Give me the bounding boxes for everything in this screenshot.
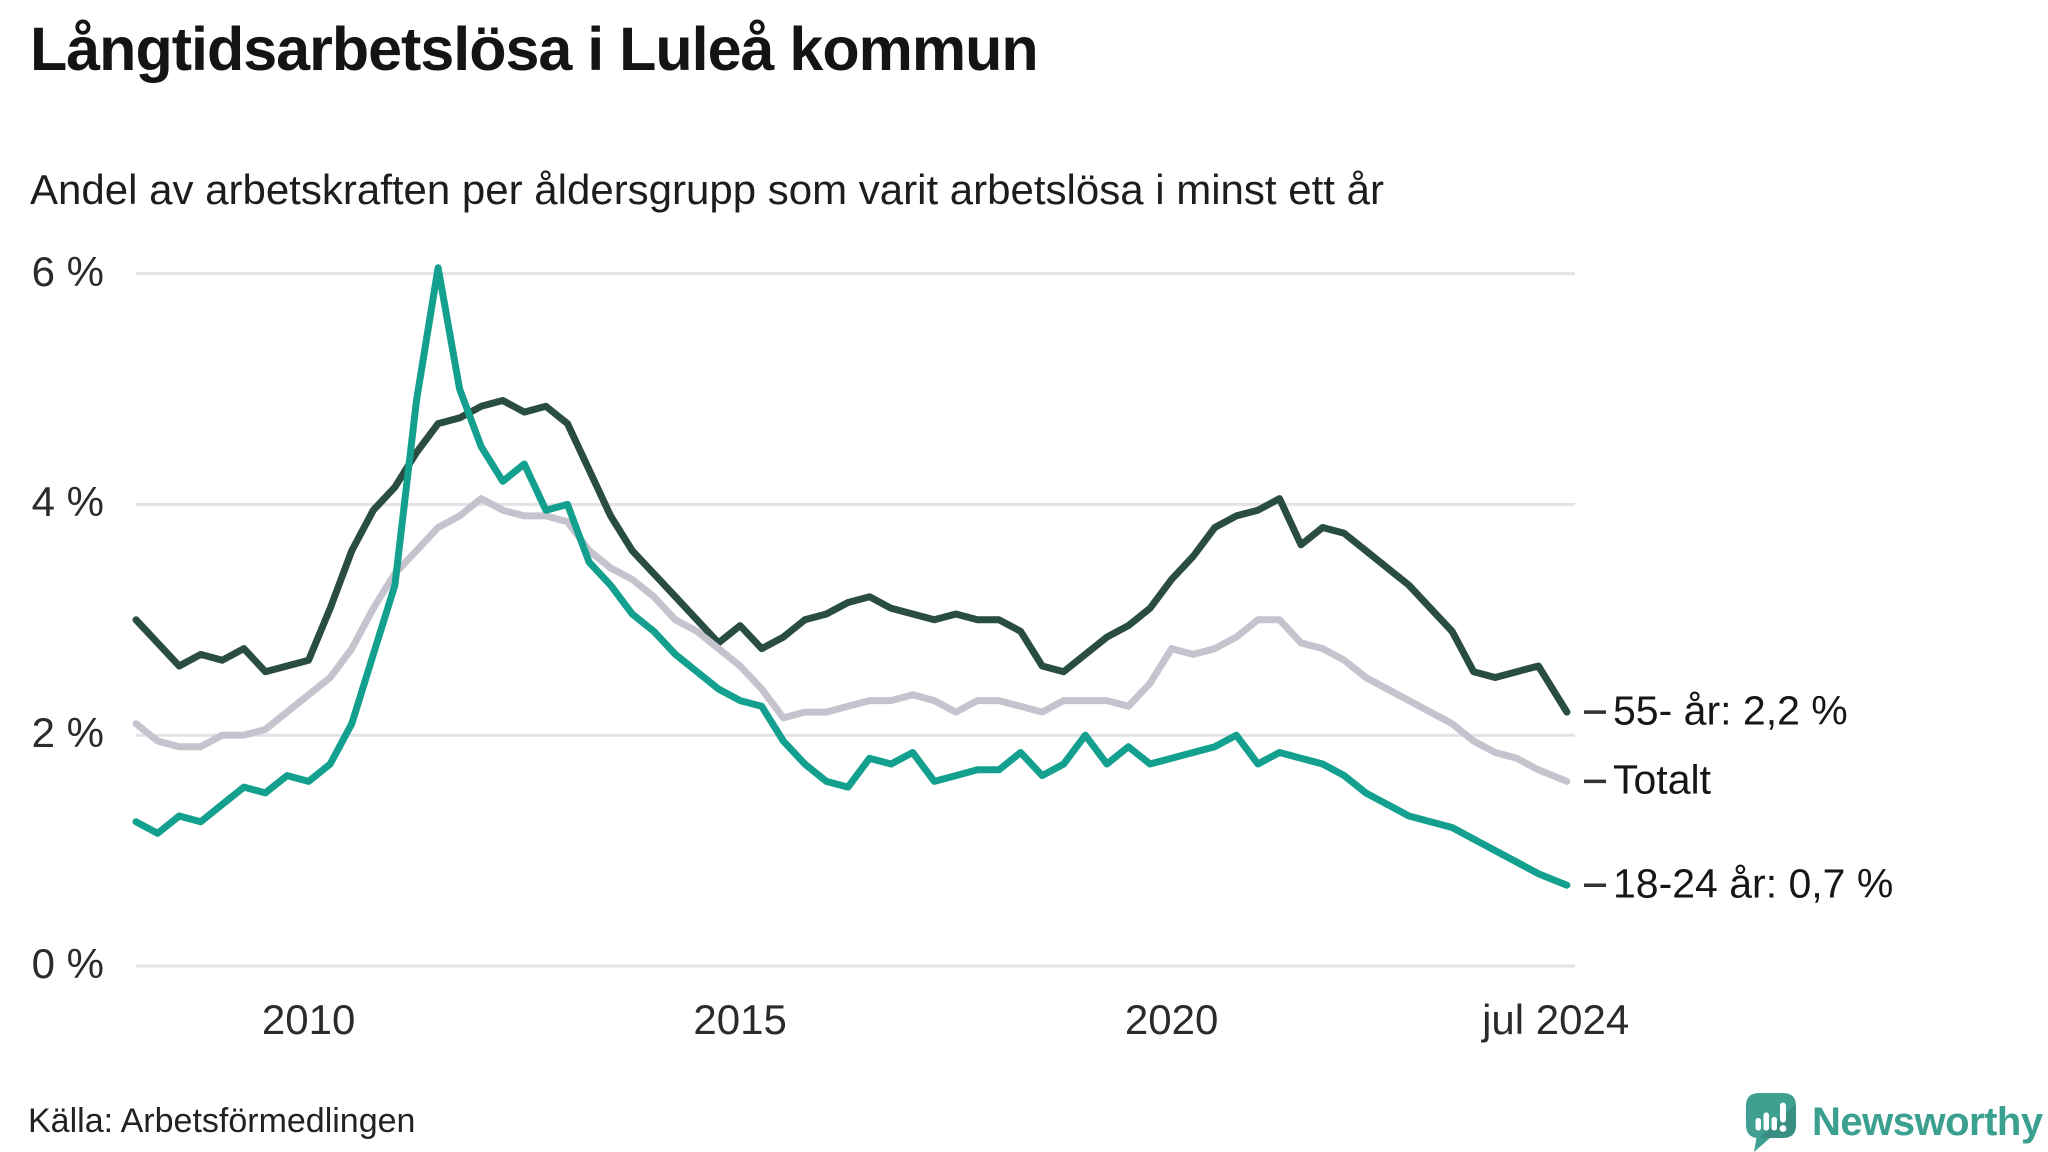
y-axis-label-0: 0 %	[31, 940, 104, 988]
newsworthy-bubble-icon	[1746, 1093, 1796, 1152]
y-axis-label-2: 2 %	[31, 709, 104, 757]
x-axis-label-jul2024: jul 2024	[1482, 996, 1630, 1043]
page-title: Långtidsarbetslösa i Luleå kommun	[30, 15, 1039, 83]
brand-wordmark: Newsworthy	[1812, 1099, 2043, 1144]
series-end-label-18-24: 18-24 år: 0,7 %	[1613, 860, 1894, 907]
brand-logo: Newsworthy	[1742, 1090, 2043, 1152]
series-lines	[132, 264, 1571, 889]
gridlines	[136, 272, 1575, 968]
x-axis-label-2020: 2020	[1124, 996, 1219, 1043]
y-axis-label-4: 4 %	[31, 478, 104, 526]
x-axis-label-2015: 2015	[693, 996, 787, 1043]
series-line-55plus	[132, 397, 1571, 716]
x-axis-label-2010: 2010	[261, 996, 356, 1043]
chart-subtitle: Andel av arbetskraften per åldersgrupp s…	[30, 166, 1384, 213]
series-end-label-55plus: 55- år: 2,2 %	[1613, 687, 1848, 734]
series-line-totalt	[132, 495, 1571, 785]
y-axis-label-6: 6 %	[31, 247, 104, 295]
end-label-ticks	[1584, 710, 1606, 887]
series-end-label-totalt: Totalt	[1613, 756, 1711, 803]
source-note: Källa: Arbetsförmedlingen	[28, 1102, 416, 1140]
series-line-18-24	[132, 264, 1571, 889]
